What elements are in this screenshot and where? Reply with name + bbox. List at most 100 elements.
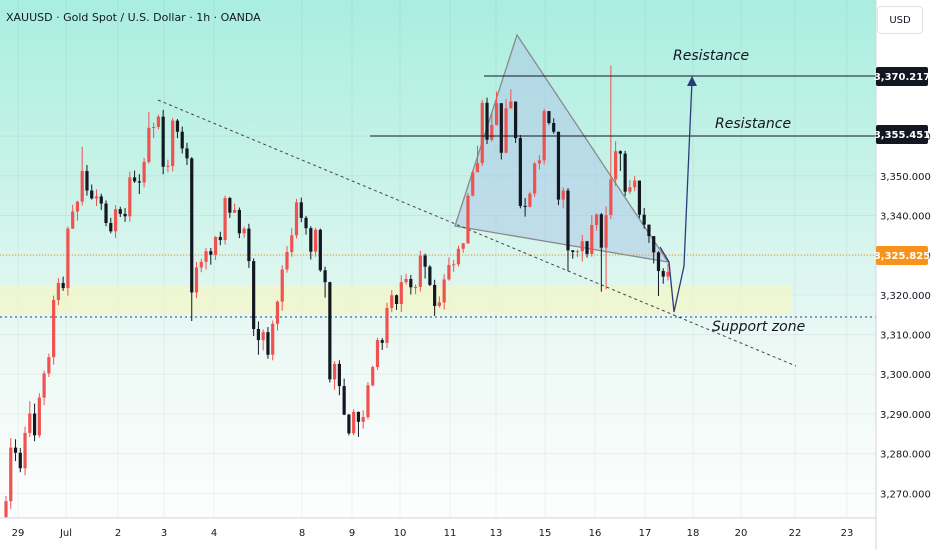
candle	[323, 266, 327, 298]
candle	[242, 226, 246, 238]
candle	[80, 146, 84, 206]
candle-body	[166, 165, 170, 167]
candle-body	[328, 282, 332, 380]
candle	[361, 410, 365, 429]
candle-body	[666, 271, 670, 277]
candle-body	[518, 138, 522, 206]
price-tag-resistance-lower-label: 3,355.451	[874, 130, 930, 141]
candle-body	[575, 251, 580, 253]
candle	[585, 240, 589, 258]
candle	[499, 103, 503, 160]
candle	[237, 207, 241, 239]
candle-body	[580, 241, 584, 252]
candle-body	[347, 414, 351, 434]
currency-button[interactable]: USD	[877, 6, 923, 34]
candle-body	[66, 228, 70, 289]
candle	[542, 108, 546, 165]
x-tick-label: 8	[299, 528, 305, 539]
y-tick-label: 3,270.000	[880, 489, 931, 500]
candle-body	[342, 386, 346, 415]
candle-body	[209, 251, 213, 255]
candle-body	[75, 201, 80, 212]
candle	[599, 213, 603, 292]
candle	[561, 187, 565, 209]
candle	[390, 290, 394, 313]
candle-body	[80, 171, 84, 202]
candle	[404, 273, 408, 285]
candle-body	[594, 214, 599, 225]
candle-body	[194, 267, 199, 293]
candle-body	[552, 123, 556, 132]
candle-body	[18, 452, 22, 469]
candle-body	[152, 126, 156, 128]
candle-body	[132, 177, 137, 182]
x-tick-label: 29	[12, 528, 25, 539]
candle	[537, 155, 542, 170]
candle	[456, 245, 461, 267]
candle	[594, 213, 599, 231]
candle	[666, 263, 670, 281]
y-tick-label: 3,300.000	[880, 370, 931, 381]
candle-body	[571, 250, 575, 252]
candle-body	[375, 340, 380, 368]
candle-body	[47, 357, 51, 374]
candle-body	[223, 198, 227, 241]
candle	[175, 119, 180, 139]
candle	[290, 228, 294, 257]
candle-body	[271, 323, 275, 355]
x-tick-label: 2	[115, 528, 121, 539]
candle	[66, 226, 70, 296]
candle	[152, 122, 156, 139]
candle	[485, 97, 489, 145]
candle	[333, 361, 337, 390]
candle	[280, 265, 284, 311]
candle	[328, 281, 332, 383]
candle	[447, 257, 451, 281]
candle	[180, 126, 184, 154]
candle	[466, 192, 470, 245]
candle	[104, 200, 108, 227]
candle-body	[42, 373, 46, 398]
candle	[628, 180, 632, 195]
candle-body	[366, 385, 370, 418]
candle	[509, 89, 513, 109]
candle	[428, 265, 432, 287]
candle-body	[523, 205, 527, 207]
candle-body	[623, 153, 627, 192]
candle	[394, 294, 399, 310]
candle	[223, 195, 227, 245]
candle-body	[190, 158, 194, 293]
candle-body	[504, 108, 508, 153]
annotation-support-zone: Support zone	[712, 319, 805, 335]
x-tick-label: 23	[841, 528, 854, 539]
x-tick-label: 11	[444, 528, 457, 539]
candle	[118, 206, 122, 218]
candle-body	[318, 229, 322, 271]
candle-body	[242, 228, 246, 234]
candle-body	[247, 228, 251, 262]
candle-body	[452, 264, 456, 266]
candle	[13, 439, 18, 462]
candle-body	[399, 282, 403, 304]
candle-body	[85, 171, 89, 191]
candle-body	[290, 235, 294, 252]
candle	[166, 159, 170, 173]
candle-body	[128, 177, 132, 217]
candle-body	[647, 224, 651, 237]
candle-body	[156, 116, 161, 127]
candle-body	[499, 103, 503, 153]
candle	[642, 207, 646, 229]
candle	[556, 131, 561, 206]
x-tick-label: 9	[349, 528, 355, 539]
x-tick-label: 15	[539, 528, 552, 539]
y-tick-label: 3,350.000	[880, 172, 931, 183]
candle-body	[537, 160, 542, 164]
candle	[204, 248, 208, 270]
candle	[371, 365, 375, 387]
candle	[99, 193, 103, 210]
candle-body	[180, 131, 184, 149]
candle	[652, 236, 656, 264]
candle-body	[256, 328, 261, 341]
candle-body	[280, 269, 284, 302]
